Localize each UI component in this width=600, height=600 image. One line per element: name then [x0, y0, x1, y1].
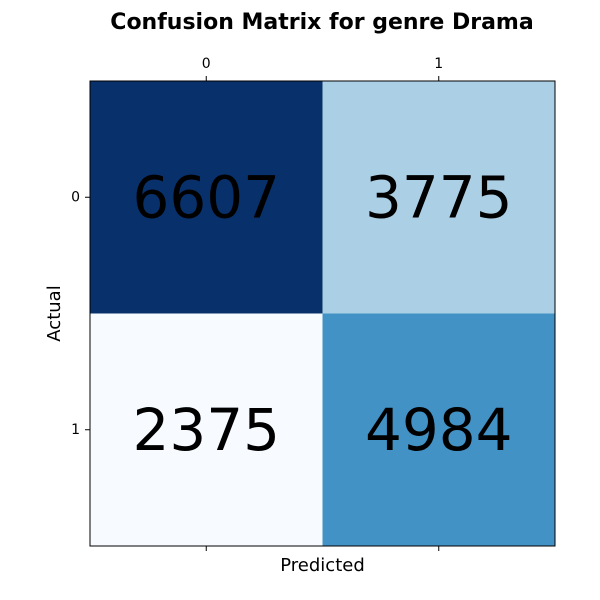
- cell-value-1-1: 4984: [365, 396, 513, 464]
- y-axis-ticks: 01: [71, 189, 90, 438]
- heatmap-cell-1-0: [90, 313, 323, 546]
- cell-value-0-1: 3775: [365, 163, 513, 231]
- heatmap-cells: [90, 81, 555, 546]
- cell-value-1-0: 2375: [132, 396, 280, 464]
- y-tick-label: 0: [71, 189, 80, 205]
- x-axis-label: Predicted: [280, 555, 365, 576]
- chart-title: Confusion Matrix for genre Drama: [110, 10, 533, 35]
- heatmap-cell-labels: 6607 3775 2375 4984: [132, 163, 512, 464]
- heatmap-cell-0-1: [322, 81, 555, 314]
- x-tick-label: 1: [434, 56, 443, 72]
- heatmap-cell-0-0: [90, 81, 323, 314]
- y-axis-label: Actual: [44, 285, 65, 341]
- y-tick-label: 1: [71, 422, 80, 438]
- x-tick-label: 0: [202, 56, 211, 72]
- plot-frame: [89, 80, 556, 547]
- cell-value-0-0: 6607: [132, 163, 280, 231]
- heatmap-cell-1-1: [322, 313, 555, 546]
